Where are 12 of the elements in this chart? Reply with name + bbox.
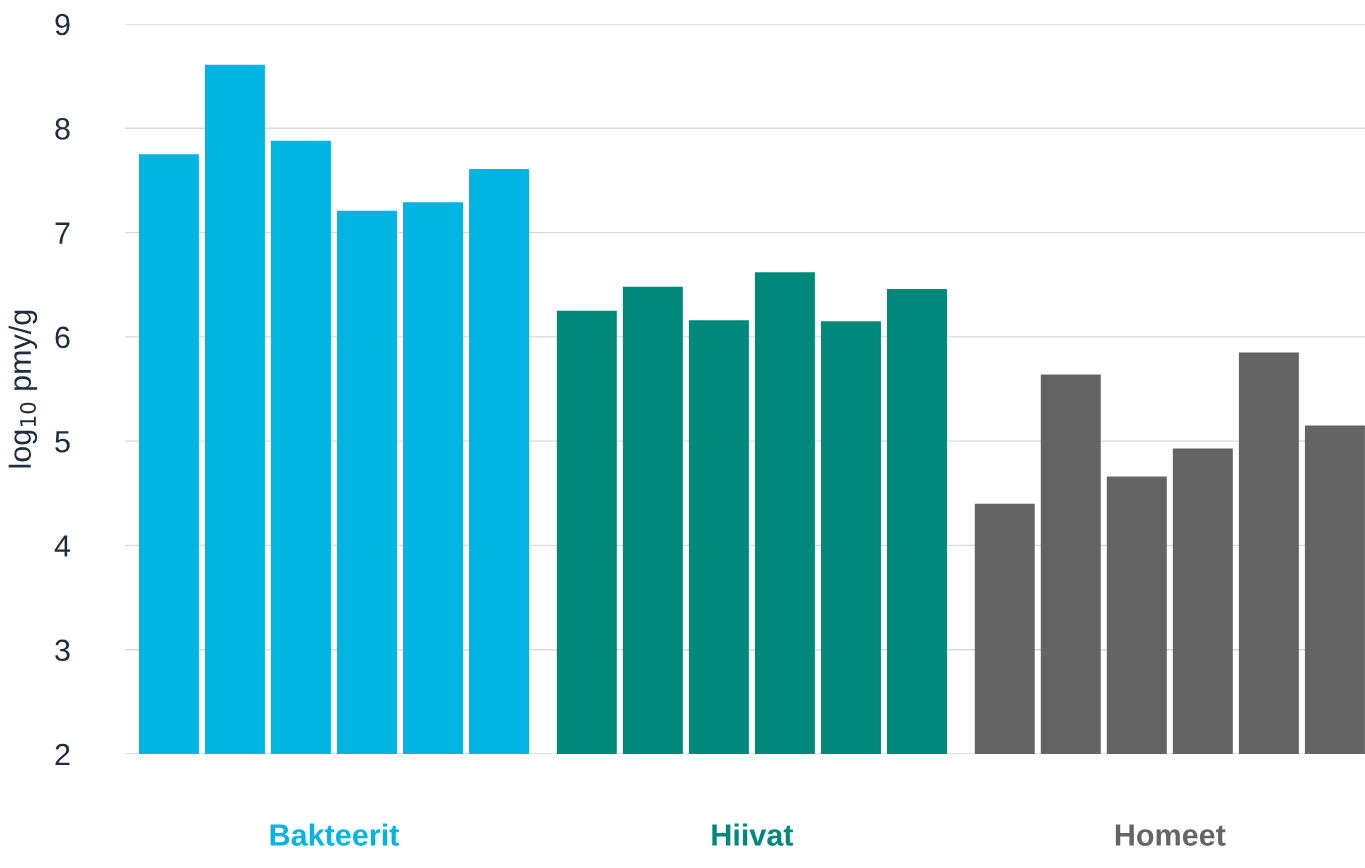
y-tick-label: 8 <box>55 118 70 140</box>
x-tick-label: Bakteerit <box>270 823 399 846</box>
x-tick-label: Hiivat <box>712 823 794 846</box>
y-tick-label: 5 <box>55 431 70 453</box>
y-axis-title: log$_{10}$ pmy/g <box>8 310 38 468</box>
x-tick-label: Homeet <box>1115 824 1226 846</box>
y-tick-label: 3 <box>55 639 70 662</box>
y-tick-label: 9 <box>55 13 70 36</box>
y-tick-label: 6 <box>55 326 70 349</box>
y-tick-label: 2 <box>55 743 70 766</box>
y-tick-label: 7 <box>55 222 70 244</box>
y-tick-label: 4 <box>54 535 71 557</box>
